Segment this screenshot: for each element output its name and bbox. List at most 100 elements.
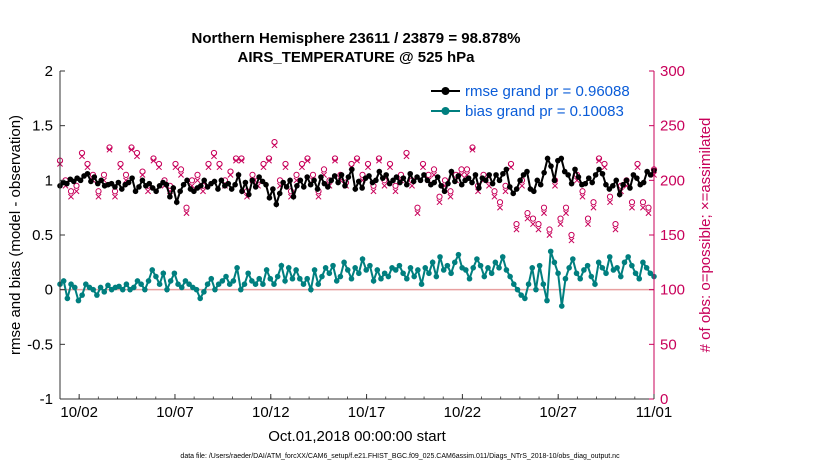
rmse-point — [228, 186, 235, 192]
rmse-point — [225, 180, 232, 187]
obs-possible-marker — [529, 215, 537, 222]
bias-point — [640, 259, 646, 266]
obs-assimilated-marker — [568, 237, 575, 244]
bias-point — [592, 281, 598, 288]
bias-point — [297, 275, 303, 282]
obs-assimilated-marker — [183, 210, 190, 217]
bias-point — [201, 289, 207, 295]
rmse-point — [173, 199, 180, 205]
bias-point — [326, 270, 333, 277]
bias-point — [359, 256, 366, 262]
bias-point — [138, 281, 144, 288]
bias-point — [603, 270, 609, 277]
obs-assimilated-marker — [414, 210, 421, 217]
obs-assimilated-marker — [546, 232, 553, 238]
obs-possible-marker — [546, 226, 553, 233]
y2-tick-label: 0 — [660, 391, 668, 408]
obs-assimilated-marker — [370, 188, 377, 195]
rmse-point — [335, 179, 341, 186]
bias-point — [83, 281, 89, 288]
rmse-point — [510, 190, 517, 197]
rmse-point — [328, 177, 335, 184]
bias-point — [636, 275, 643, 282]
rmse-point — [98, 177, 105, 184]
x-tick-label: 10/12 — [252, 404, 290, 421]
rmse-point — [249, 177, 256, 184]
bias-point — [404, 275, 410, 282]
bias-point — [300, 281, 307, 288]
rmse-point — [232, 181, 238, 188]
rmse-point — [465, 175, 472, 181]
rmse-point — [596, 166, 602, 173]
obs-assimilated-marker — [117, 164, 124, 171]
bias-point — [142, 286, 148, 293]
rmse-point — [119, 186, 125, 192]
bias-point — [540, 281, 547, 288]
rmse-point — [393, 174, 400, 180]
rmse-point — [290, 193, 297, 200]
rmse-point — [623, 177, 630, 184]
rmse-point — [307, 181, 314, 188]
bias-point — [547, 248, 554, 255]
obs-assimilated-marker — [282, 164, 289, 171]
rmse-point — [589, 179, 595, 186]
obs-possible-marker — [579, 188, 586, 195]
bias-point — [577, 275, 584, 282]
bias-point — [241, 281, 248, 288]
obs-assimilated-marker — [178, 171, 184, 178]
bias-point — [97, 284, 104, 291]
rmse-point — [215, 186, 221, 192]
rmse-point — [469, 179, 475, 186]
bias-point — [71, 284, 78, 291]
rmse-point — [376, 168, 383, 175]
obs-assimilated-marker — [513, 226, 520, 233]
bias-point — [433, 273, 440, 280]
obs-assimilated-marker — [524, 215, 531, 222]
rmse-point — [276, 190, 283, 197]
x-tick-label: 10/22 — [444, 404, 482, 421]
obs-assimilated-marker — [502, 188, 509, 195]
obs-assimilated-marker — [436, 199, 443, 206]
obs-assimilated-marker — [387, 164, 393, 171]
rmse-point — [486, 172, 492, 178]
bias-point — [529, 265, 536, 271]
rmse-point — [551, 177, 558, 184]
obs-assimilated-marker — [299, 164, 305, 171]
y2-tick-label: 250 — [660, 118, 685, 135]
obs-possible-marker — [513, 220, 520, 228]
bias-point — [245, 270, 251, 277]
bias-point — [606, 254, 613, 260]
bias-point — [584, 262, 591, 269]
obs-possible-marker — [249, 171, 256, 178]
obs-assimilated-marker — [271, 142, 278, 149]
bias-point — [570, 256, 576, 262]
obs-assimilated-marker — [68, 193, 74, 200]
rmse-point — [91, 174, 98, 180]
rmse-point — [568, 180, 575, 187]
obs-possible-marker — [584, 215, 592, 222]
bias-point — [234, 265, 240, 271]
obs-possible-marker — [562, 204, 570, 211]
bias-point — [463, 267, 469, 273]
bias-point — [440, 267, 447, 273]
bias-point — [407, 265, 414, 271]
bias-point — [271, 281, 277, 288]
bias-point — [499, 254, 506, 260]
rmse-point — [575, 174, 582, 180]
bias-point — [252, 281, 259, 288]
obs-assimilated-marker — [200, 188, 206, 195]
obs-possible-marker — [568, 231, 575, 239]
x-tick-label: 10/27 — [539, 404, 577, 421]
obs-assimilated-marker — [596, 157, 602, 164]
obs-assimilated-marker — [354, 157, 360, 164]
obs-possible-marker — [557, 215, 564, 222]
bias-point — [632, 270, 639, 277]
rmse-point — [349, 166, 355, 173]
rmse-point — [88, 178, 94, 185]
rmse-point — [441, 188, 448, 195]
y-tick-label: 0 — [45, 282, 53, 299]
y-tick-label: 2 — [45, 63, 53, 80]
bias-point — [289, 275, 296, 282]
rmse-point — [280, 179, 286, 186]
